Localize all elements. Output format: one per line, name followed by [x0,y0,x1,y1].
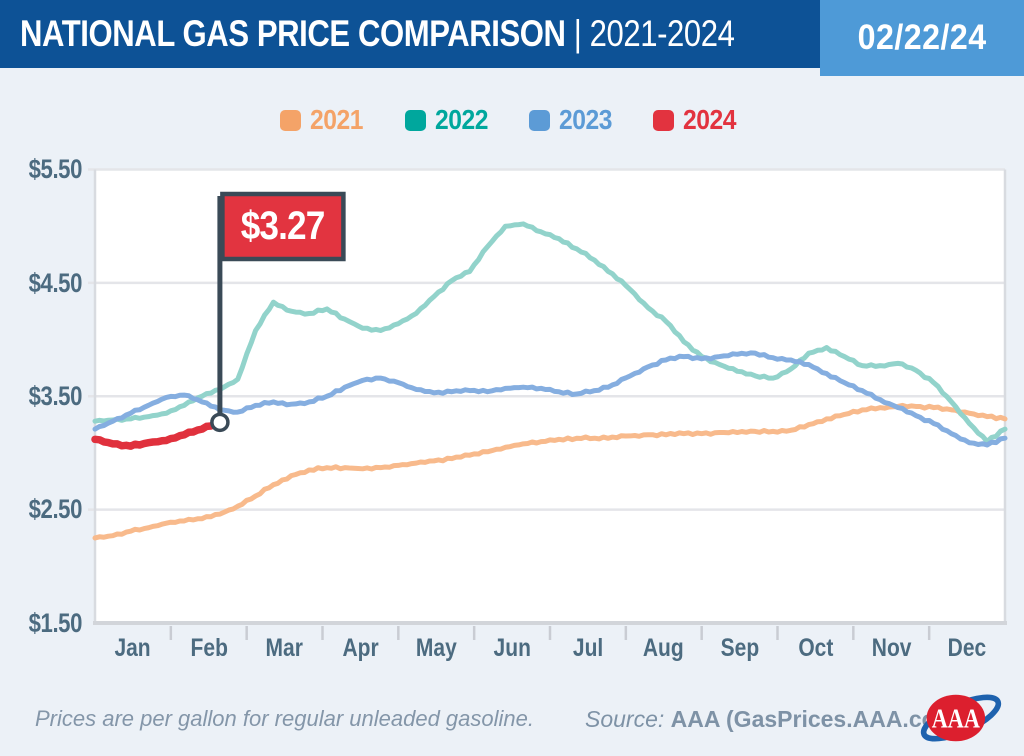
month-sep: Sep [720,634,759,662]
y-tick-550: $5.50 [28,154,83,184]
month-oct: Oct [797,634,833,662]
y-tick-450: $4.50 [28,268,83,298]
legend-swatch-2024-icon [653,109,675,131]
month-jan: Jan [114,634,152,662]
month-aug: Aug [643,634,685,662]
y-tick-150: $1.50 [28,608,83,638]
y-tick-350: $3.50 [28,381,83,411]
legend-swatch-2021-icon [280,109,302,131]
source-line: Source: AAA (GasPrices.AAA.com) [585,706,964,733]
month-mar: Mar [265,634,304,662]
month-jun: Jun [493,634,531,662]
month-may: May [415,634,457,662]
x-axis-months: Jan Feb Mar Apr May Jun Jul Aug Sep Oct … [95,634,1005,663]
current-price-flag: $3.27 [222,194,343,259]
footnote: Prices are per gallon for regular unlead… [35,706,534,731]
source-prefix: Source: [585,706,665,732]
legend-label-2024: 2024 [683,104,737,135]
month-apr: Apr [342,634,379,662]
date-badge: 02/22/24 [820,0,1024,76]
y-tick-250: $2.50 [28,494,83,524]
legend-item-2022: 2022 [404,104,495,136]
title-years: | 2021-2024 [573,13,735,54]
date-text: 02/22/24 [857,18,987,57]
legend-item-2023: 2023 [529,104,619,136]
month-jul: Jul [572,634,604,662]
legend-item-2024: 2024 [653,104,743,136]
month-feb: Feb [190,634,228,662]
page-title: NATIONAL GAS PRICE COMPARISON | 2021-202… [20,0,735,68]
legend-swatch-2023-icon [529,109,550,131]
legend-label-2021: 2021 [310,104,364,135]
aaa-logo-text: AAA [932,702,980,733]
aaa-logo: AAA [920,694,1002,742]
chart-legend: 2021 2022 2023 2024 [0,104,1024,136]
source-text: AAA (GasPrices.AAA.com) [670,706,964,732]
legend-label-2023: 2023 [559,104,613,135]
month-dec: Dec [947,634,987,662]
legend-item-2021: 2021 [280,104,370,136]
current-price-value: $3.27 [241,204,326,248]
legend-swatch-2022-icon [404,109,426,131]
month-nov: Nov [871,634,912,662]
title-main: NATIONAL GAS PRICE COMPARISON [20,13,566,54]
aaa-logo-oval [926,694,986,742]
legend-label-2022: 2022 [434,104,489,135]
